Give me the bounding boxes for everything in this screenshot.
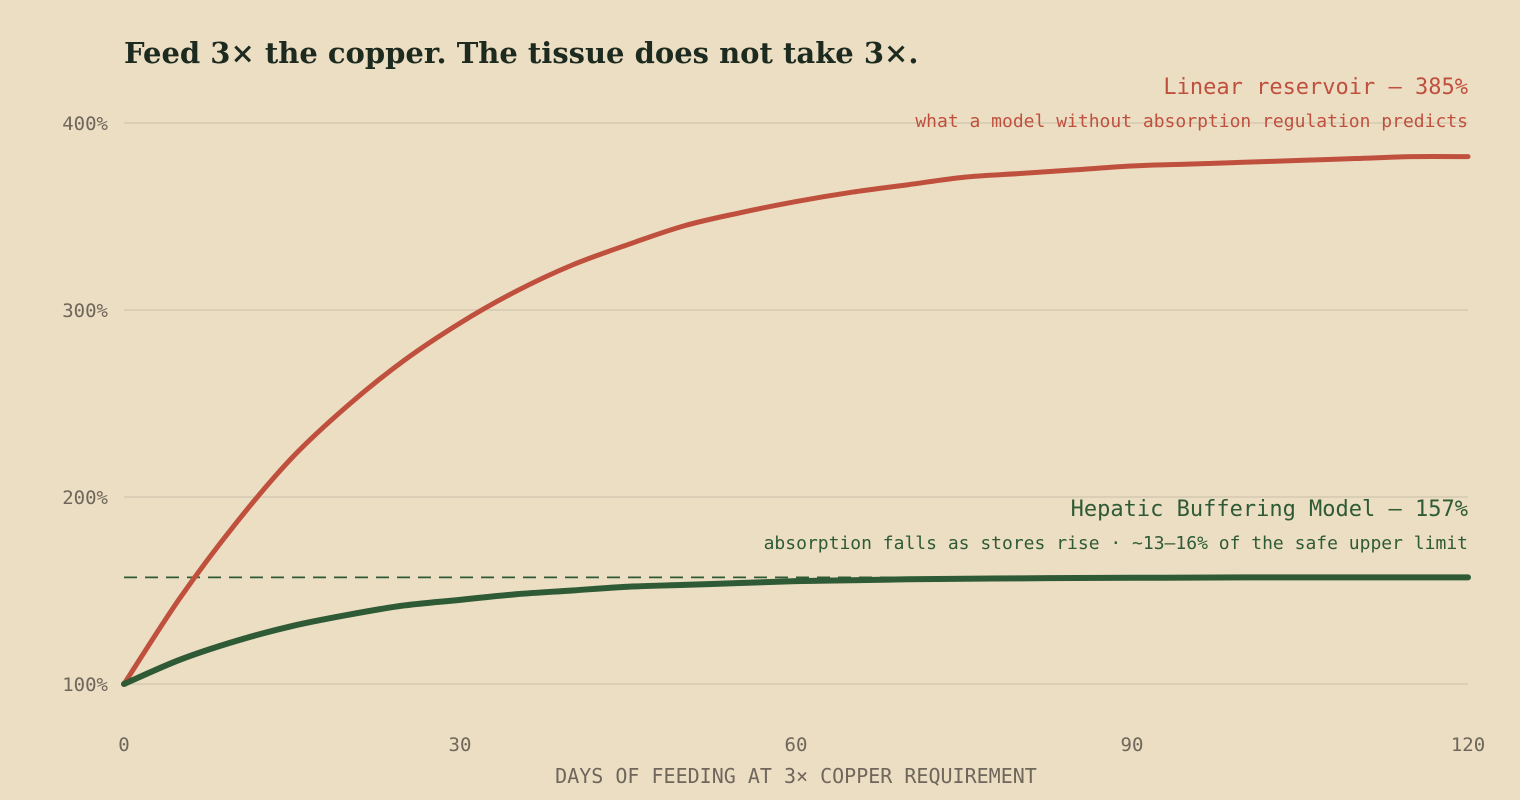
y-axis-ticks: 100% 200% 300% 400%	[62, 113, 108, 696]
y-tick-label: 100%	[62, 674, 108, 696]
linear-reservoir-label: Linear reservoir — 385%	[1163, 75, 1468, 100]
x-tick-label: 90	[1121, 734, 1144, 756]
x-tick-label: 0	[118, 734, 129, 756]
x-axis-ticks: 0 30 60 90 120	[118, 734, 1485, 756]
x-tick-label: 60	[785, 734, 808, 756]
grid-lines	[124, 122, 1468, 685]
linear-reservoir-line	[121, 154, 1471, 687]
y-tick-label: 300%	[62, 300, 108, 322]
chart-title: Feed 3× the copper. The tissue does not …	[124, 36, 918, 70]
annotations: Linear reservoir — 385% what a model wit…	[764, 75, 1468, 554]
linear-reservoir-sublabel: what a model without absorption regulati…	[915, 111, 1468, 132]
x-tick-label: 30	[449, 734, 472, 756]
series-layer	[121, 154, 1471, 687]
hepatic-buffering-line	[121, 574, 1471, 687]
x-tick-label: 120	[1451, 734, 1485, 756]
x-axis-label: DAYS OF FEEDING AT 3× COPPER REQUIREMENT	[555, 764, 1037, 788]
hepatic-buffering-sublabel: absorption falls as stores rise · ~13–16…	[764, 533, 1468, 554]
hepatic-buffering-label: Hepatic Buffering Model — 157%	[1071, 497, 1468, 522]
y-tick-label: 400%	[62, 113, 108, 135]
y-tick-label: 200%	[62, 487, 108, 509]
